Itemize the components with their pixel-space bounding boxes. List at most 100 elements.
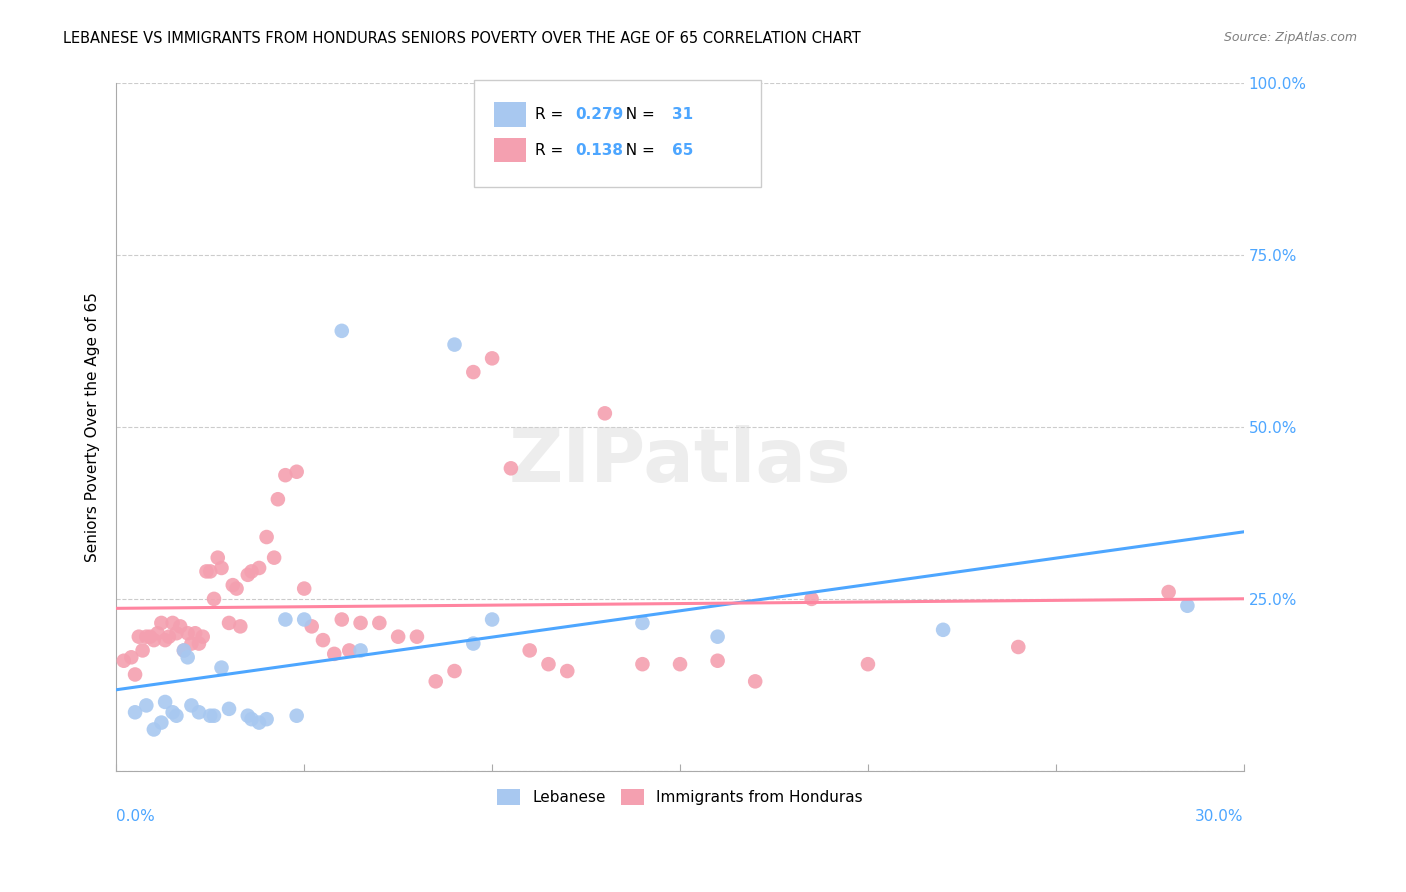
- Text: 0.0%: 0.0%: [117, 808, 155, 823]
- Text: LEBANESE VS IMMIGRANTS FROM HONDURAS SENIORS POVERTY OVER THE AGE OF 65 CORRELAT: LEBANESE VS IMMIGRANTS FROM HONDURAS SEN…: [63, 31, 860, 46]
- Point: [225, 582, 247, 596]
- Point: [202, 591, 225, 606]
- Point: [150, 615, 173, 630]
- Point: [124, 706, 146, 720]
- Point: [443, 664, 465, 678]
- Point: [165, 708, 187, 723]
- Point: [247, 561, 270, 575]
- Point: [285, 465, 308, 479]
- Point: [285, 708, 308, 723]
- Point: [176, 626, 198, 640]
- Point: [368, 615, 391, 630]
- FancyBboxPatch shape: [494, 102, 526, 127]
- Point: [247, 715, 270, 730]
- Point: [142, 633, 165, 648]
- Point: [200, 565, 222, 579]
- Point: [443, 337, 465, 351]
- Point: [555, 664, 578, 678]
- Point: [218, 702, 240, 716]
- Point: [195, 565, 218, 579]
- Point: [349, 615, 371, 630]
- Point: [292, 613, 315, 627]
- Point: [162, 615, 184, 630]
- Point: [1157, 585, 1180, 599]
- Point: [481, 351, 503, 366]
- Point: [165, 626, 187, 640]
- Point: [537, 657, 560, 672]
- Point: [180, 698, 202, 713]
- Point: [263, 550, 285, 565]
- Point: [631, 657, 654, 672]
- Point: [211, 660, 233, 674]
- Text: 31: 31: [672, 107, 693, 122]
- Point: [128, 630, 150, 644]
- Point: [631, 615, 654, 630]
- Point: [229, 619, 252, 633]
- Point: [744, 674, 766, 689]
- Text: ZIPatlas: ZIPatlas: [509, 425, 852, 498]
- Text: 30.0%: 30.0%: [1195, 808, 1244, 823]
- Point: [301, 619, 323, 633]
- Point: [236, 708, 259, 723]
- Text: Source: ZipAtlas.com: Source: ZipAtlas.com: [1223, 31, 1357, 45]
- Point: [1177, 599, 1199, 613]
- Point: [188, 706, 211, 720]
- Point: [349, 643, 371, 657]
- Point: [124, 667, 146, 681]
- Point: [800, 591, 823, 606]
- Text: 0.279: 0.279: [575, 107, 623, 122]
- Point: [139, 630, 162, 644]
- Point: [425, 674, 447, 689]
- Point: [112, 654, 135, 668]
- Point: [669, 657, 692, 672]
- Y-axis label: Seniors Poverty Over the Age of 65: Seniors Poverty Over the Age of 65: [86, 293, 100, 562]
- Point: [337, 643, 360, 657]
- Point: [274, 468, 297, 483]
- FancyBboxPatch shape: [494, 137, 526, 162]
- Point: [150, 715, 173, 730]
- Point: [706, 630, 728, 644]
- Point: [519, 643, 541, 657]
- Point: [1007, 640, 1029, 654]
- Point: [274, 613, 297, 627]
- Point: [207, 550, 229, 565]
- Text: 0.138: 0.138: [575, 143, 623, 158]
- Text: N =: N =: [616, 143, 659, 158]
- Point: [200, 708, 222, 723]
- Point: [157, 630, 180, 644]
- Point: [330, 324, 353, 338]
- Point: [180, 636, 202, 650]
- Point: [463, 636, 485, 650]
- Point: [169, 619, 191, 633]
- Point: [176, 650, 198, 665]
- Point: [173, 643, 195, 657]
- Point: [153, 695, 176, 709]
- Point: [236, 567, 259, 582]
- Point: [222, 578, 245, 592]
- Point: [330, 613, 353, 627]
- Point: [142, 723, 165, 737]
- Point: [481, 613, 503, 627]
- Point: [211, 561, 233, 575]
- Text: R =: R =: [534, 143, 568, 158]
- Point: [202, 708, 225, 723]
- Point: [131, 643, 153, 657]
- Point: [256, 530, 278, 544]
- Point: [463, 365, 485, 379]
- Point: [188, 636, 211, 650]
- Point: [120, 650, 142, 665]
- Point: [146, 626, 169, 640]
- Point: [267, 492, 290, 507]
- Point: [706, 654, 728, 668]
- Text: R =: R =: [534, 107, 568, 122]
- Point: [218, 615, 240, 630]
- Point: [240, 565, 263, 579]
- Point: [856, 657, 879, 672]
- Point: [323, 647, 346, 661]
- Point: [932, 623, 955, 637]
- Point: [240, 712, 263, 726]
- FancyBboxPatch shape: [474, 80, 761, 186]
- Point: [387, 630, 409, 644]
- Point: [173, 643, 195, 657]
- Point: [184, 626, 207, 640]
